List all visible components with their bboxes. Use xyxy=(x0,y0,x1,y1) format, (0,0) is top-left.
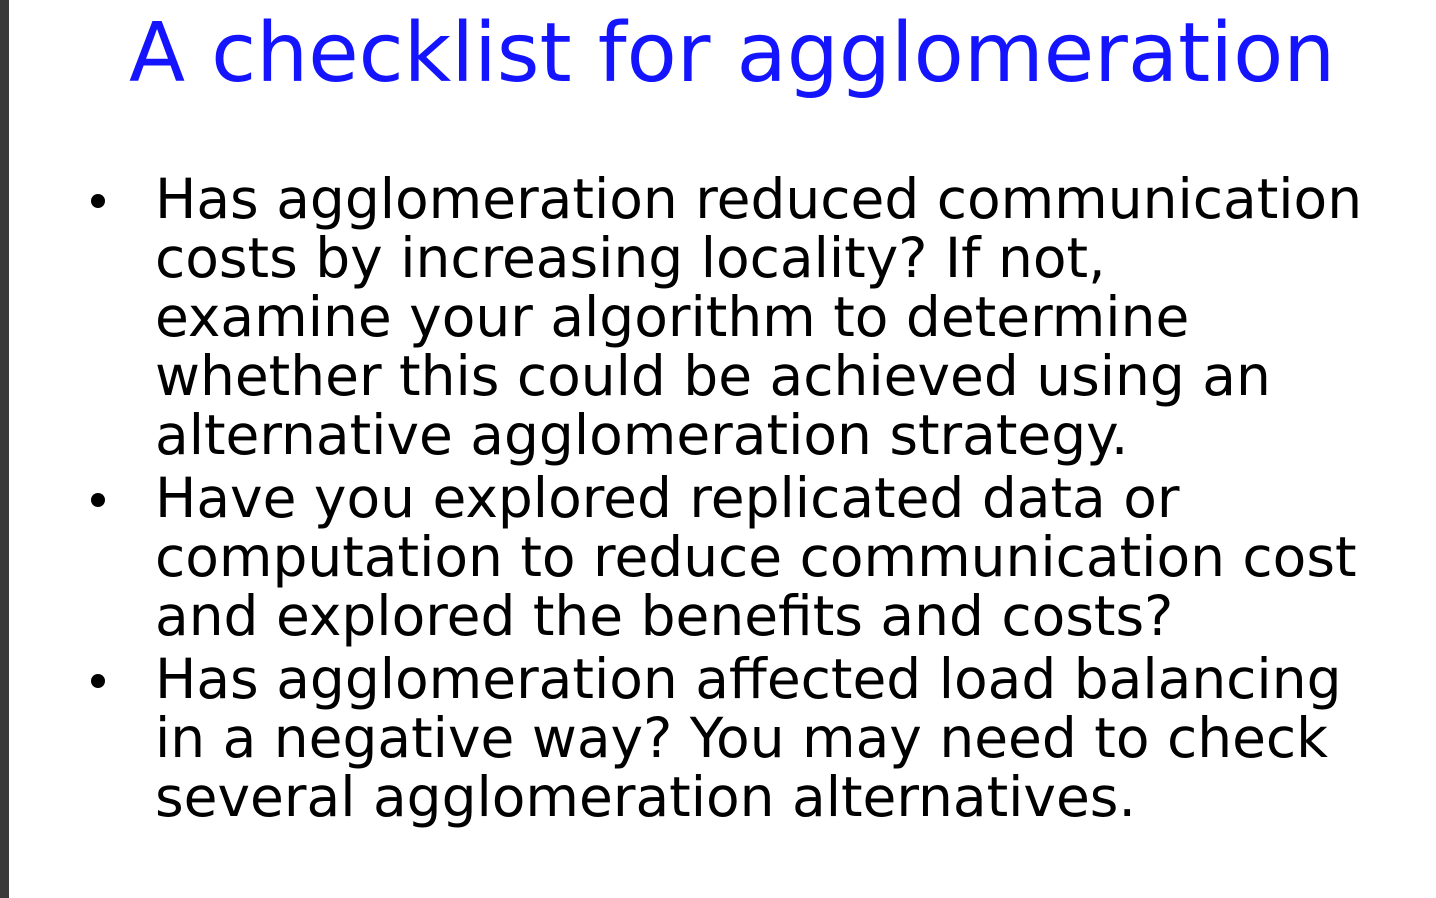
window-left-edge xyxy=(0,0,9,898)
bullet-list: Has agglomeration reduced communication … xyxy=(91,170,1411,831)
bullet-dot-icon xyxy=(91,674,105,688)
bullet-text: Has agglomeration reduced communication … xyxy=(155,167,1363,467)
bullet-text: Have you explored replicated data or com… xyxy=(155,466,1357,648)
bullet-item: Have you explored replicated data or com… xyxy=(91,469,1411,646)
bullet-dot-icon xyxy=(91,194,105,208)
bullet-text: Has agglomeration affected load balancin… xyxy=(155,647,1342,829)
slide-title: A checklist for agglomeration xyxy=(129,6,1336,101)
slide: A checklist for agglomeration Has agglom… xyxy=(9,0,1436,898)
bullet-item: Has agglomeration affected load balancin… xyxy=(91,650,1411,827)
bullet-dot-icon xyxy=(91,493,105,507)
bullet-item: Has agglomeration reduced communication … xyxy=(91,170,1411,465)
